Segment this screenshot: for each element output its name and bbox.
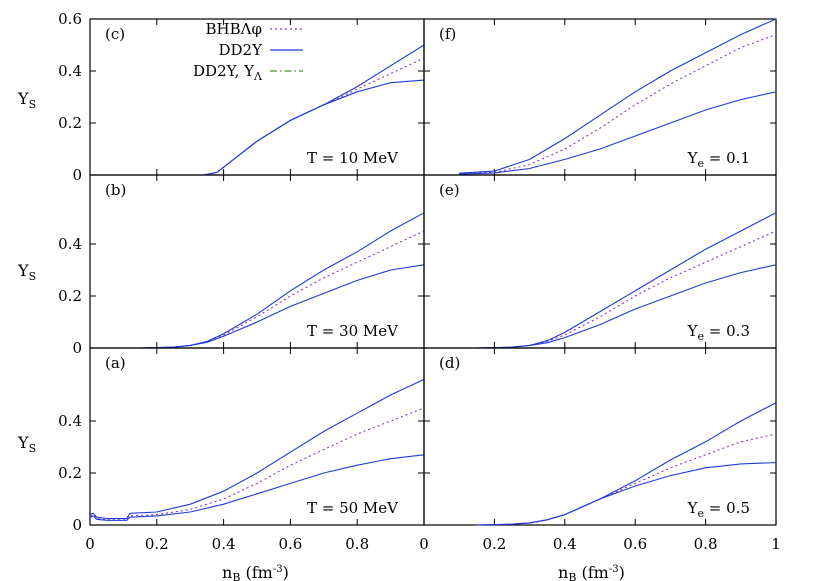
y-axis-title-middle: YS [17,261,36,283]
panel-label: (a) [105,354,126,372]
panel-condition: T = 50 MeV [307,499,399,517]
y-tick-label: 0.4 [58,412,82,430]
series-line-d [476,462,777,526]
series-line-b [140,264,425,349]
x-tick-label: 0.4 [212,535,236,553]
y-tick-label: 0 [72,516,82,534]
y-tick-label: 0.2 [58,464,82,482]
legend-label: BHBΛφ [206,20,262,38]
x-tick-label: 0.6 [623,535,647,553]
panel-condition: Ye = 0.3 [687,322,750,343]
panel-label: (e) [439,181,460,199]
panel-label: (c) [105,25,125,43]
y-tick-label: 0.2 [58,114,82,132]
panel-frame [423,347,777,526]
x-tick-label: 0 [85,535,95,553]
series-line-a [89,378,425,520]
y-tick-label: 0.2 [58,287,82,305]
panel-condition: T = 10 MeV [307,149,399,167]
panel-e: (e) Ye = 0.3 [423,174,777,349]
y-tick-label: 0.4 [58,62,82,80]
series-line-e [476,264,777,349]
axis-titles: YS YS YS nB (fm-3) nB (fm-3) [17,89,625,581]
series-line-f [459,91,777,175]
series-line-e [476,230,777,349]
x-tick-label: 0.2 [145,535,169,553]
panels-layer: 0 0.2 0.4 0.6 (c) T = 10 MeV 0 0.2 0.4 (b) T = 30 … [58,10,781,553]
panel-label: (d) [439,354,460,372]
x-axis-title-left: nB (fm-3) [222,563,289,581]
panel-condition: Ye = 0.5 [687,499,750,520]
x-tick-label: 0.4 [553,535,577,553]
x-tick-label: 1 [771,535,781,553]
legend-label: DD2Y, YΛ [193,62,263,83]
panel-label: (f) [439,25,456,43]
x-tick-label: 0 [419,535,429,553]
x-tick-label: 0.6 [278,535,302,553]
y-tick-label: 0.6 [58,10,82,28]
x-tick-label: 0.8 [345,535,369,553]
y-axis-title-bottom: YS [17,433,36,455]
panel-a: 0 0.2 0.4 0 0.2 0.4 0.6 0.8 (a) T = 50 MeV [58,347,425,553]
legend-label: DD2Y [219,41,264,59]
panel-label: (b) [105,181,126,199]
y-tick-label: 0 [72,339,82,357]
series-line-a [89,454,425,521]
legend: BHBΛφ DD2Y DD2Y, YΛ [193,20,303,83]
panel-b: 0 0.2 0.4 (b) T = 30 MeV [58,174,425,357]
panel-condition: T = 30 MeV [307,322,399,340]
y-axis-title-top: YS [17,89,36,111]
panel-condition: Ye = 0.1 [687,149,750,170]
series-line-f [459,34,777,175]
y-tick-label: 0 [72,166,82,184]
y-tick-label: 0.4 [58,235,82,253]
series-line-c [203,79,425,176]
x-axis-title-right: nB (fm-3) [558,563,625,581]
panel-f: (f) Ye = 0.1 [423,18,777,176]
x-tick-label: 0.8 [694,535,718,553]
series-line-f [459,18,777,174]
x-tick-label: 0.2 [482,535,506,553]
panel-d: 0 0.2 0.4 0.6 0.8 1 (d) Ye = 0.5 [419,347,781,553]
